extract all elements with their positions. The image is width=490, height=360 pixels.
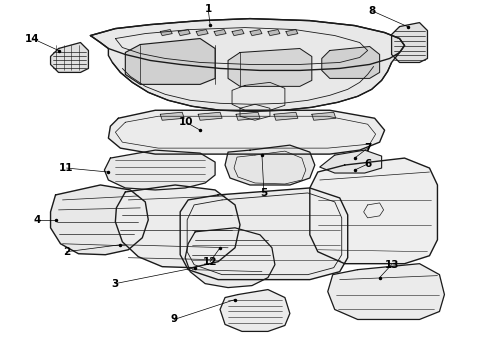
Polygon shape — [185, 228, 275, 288]
Text: 11: 11 — [59, 163, 74, 173]
Polygon shape — [286, 30, 298, 36]
Polygon shape — [320, 150, 382, 173]
Polygon shape — [228, 49, 312, 86]
Text: 6: 6 — [364, 159, 371, 169]
Polygon shape — [236, 112, 260, 120]
Polygon shape — [91, 19, 405, 111]
Text: 8: 8 — [368, 6, 375, 15]
Polygon shape — [274, 112, 298, 120]
Text: 9: 9 — [171, 314, 178, 324]
Polygon shape — [178, 30, 190, 36]
Polygon shape — [115, 185, 240, 268]
Polygon shape — [268, 30, 280, 36]
Polygon shape — [232, 30, 244, 36]
Text: 5: 5 — [260, 188, 268, 198]
Polygon shape — [160, 112, 184, 120]
Polygon shape — [198, 112, 222, 120]
Polygon shape — [160, 30, 172, 36]
Polygon shape — [312, 112, 336, 120]
Text: 1: 1 — [204, 4, 212, 14]
Text: 12: 12 — [203, 257, 218, 267]
Polygon shape — [214, 30, 226, 36]
Polygon shape — [225, 145, 315, 185]
Polygon shape — [220, 289, 290, 332]
Text: 2: 2 — [63, 247, 70, 257]
Polygon shape — [250, 30, 262, 36]
Polygon shape — [108, 110, 385, 154]
Polygon shape — [50, 185, 148, 255]
Polygon shape — [328, 264, 444, 319]
Polygon shape — [125, 39, 215, 84]
Polygon shape — [310, 158, 438, 264]
Polygon shape — [392, 23, 427, 62]
Polygon shape — [322, 46, 380, 78]
Polygon shape — [50, 42, 89, 72]
Polygon shape — [196, 30, 208, 36]
Text: 14: 14 — [25, 33, 40, 44]
Text: 10: 10 — [179, 117, 194, 127]
Text: 13: 13 — [384, 260, 399, 270]
Polygon shape — [104, 150, 215, 190]
Text: 7: 7 — [364, 143, 371, 153]
Text: 4: 4 — [34, 215, 41, 225]
Polygon shape — [180, 188, 348, 280]
Polygon shape — [91, 19, 405, 71]
Text: 3: 3 — [112, 279, 119, 289]
